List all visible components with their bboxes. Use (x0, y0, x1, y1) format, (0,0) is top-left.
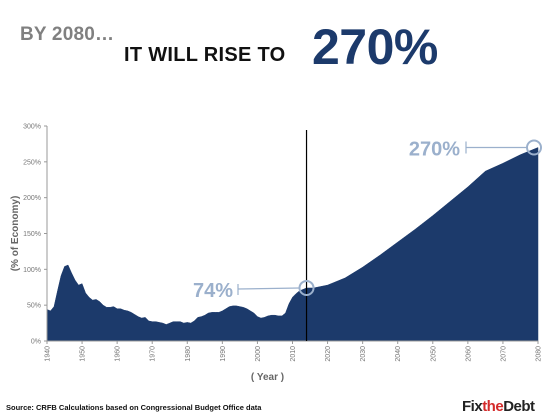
fix-the-debt-logo: FixtheDebt (462, 398, 535, 415)
axes-layer: 0% 50% 100% 150% 200% 250% 300% 1940 1950 1960 197… (10, 124, 543, 384)
chart-kicker: BY 2080… (20, 24, 115, 45)
x-tick-label: 1960 (115, 346, 122, 362)
callout-line-74 (237, 287, 300, 290)
x-tick-label: 2080 (536, 346, 543, 362)
y-axis-label: (% of Economy) (10, 196, 21, 272)
y-tick-label: 250% (23, 159, 41, 166)
x-tick-label: 1990 (220, 346, 227, 362)
area-layer (46, 147, 539, 342)
x-tick-label: 2020 (325, 346, 332, 362)
x-axis-label: ( Year ) (251, 372, 284, 383)
y-tick-label: 150% (23, 231, 41, 238)
x-tick-label: 2010 (290, 346, 297, 362)
y-tick-label: 100% (23, 267, 41, 274)
y-tick-label: 50% (27, 303, 41, 310)
x-tick-label: 1940 (45, 346, 52, 362)
x-tick-label: 1980 (185, 346, 192, 362)
x-tick-label: 2000 (255, 346, 262, 362)
chart-headline: IT WILL RISE TO (124, 44, 286, 66)
headline-big-value: 270% (312, 19, 438, 75)
y-tick-label: 300% (23, 124, 41, 131)
annotation-layer: 74% 270% (193, 130, 542, 341)
x-tick-label: 1950 (80, 346, 87, 362)
logo-fix: Fix (462, 398, 483, 415)
x-tick-label: 1970 (150, 346, 157, 362)
logo-debt: Debt (503, 398, 535, 415)
y-tick-label: 0% (31, 339, 41, 346)
logo-the: the (482, 398, 504, 415)
y-tick-label: 200% (23, 195, 41, 202)
x-tick-label: 2070 (500, 346, 507, 362)
x-tick-label: 2030 (360, 346, 367, 362)
x-tick-label: 2040 (395, 346, 402, 362)
x-tick-label: 2060 (465, 346, 472, 362)
source-note: Source: CRFB Calculations based on Congr… (6, 403, 262, 412)
callout-label-270: 270% (409, 139, 460, 161)
debt-area-series-0 (46, 147, 539, 342)
callout-label-74: 74% (193, 280, 233, 302)
x-tick-label: 2050 (430, 346, 437, 362)
